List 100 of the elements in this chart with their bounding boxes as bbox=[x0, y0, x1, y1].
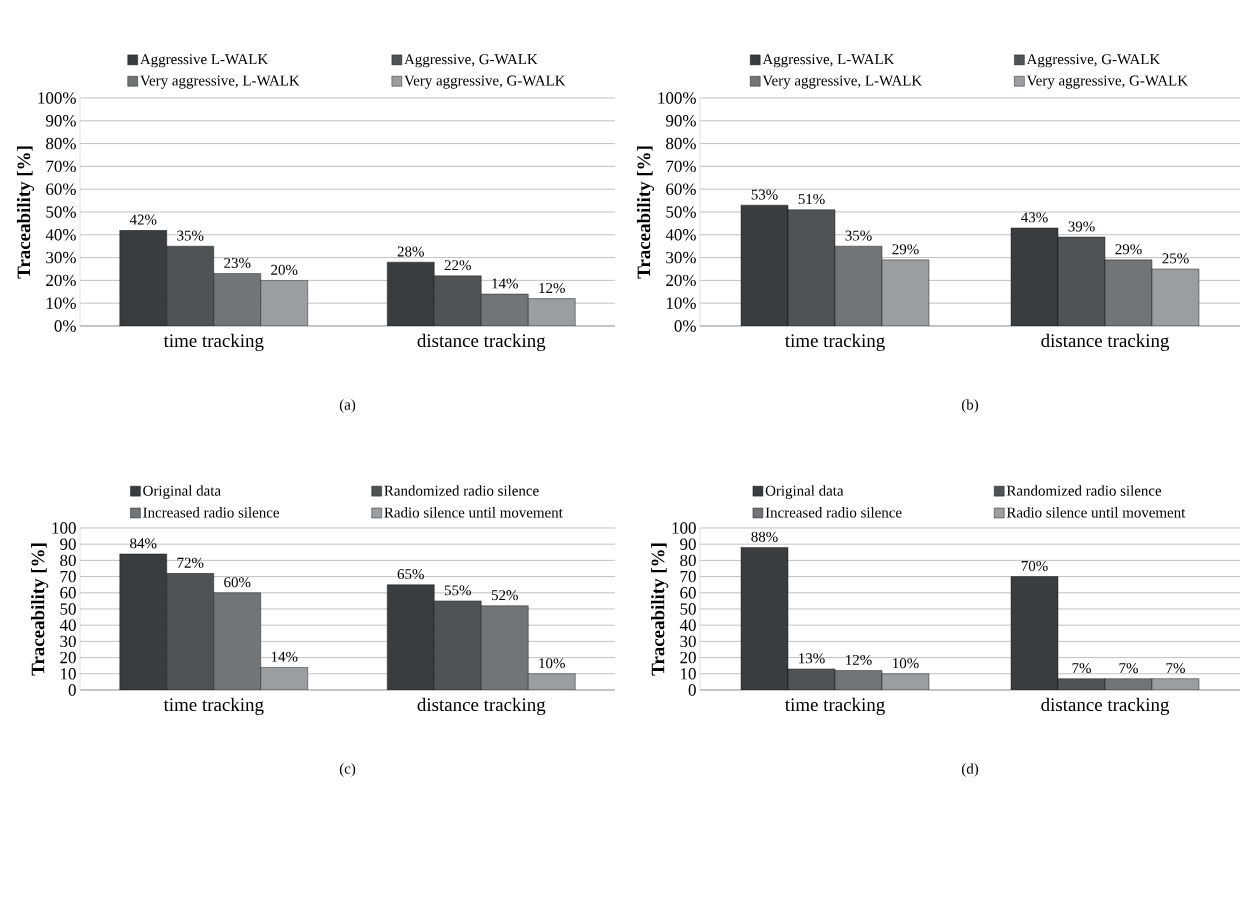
data-label: 25% bbox=[1162, 253, 1189, 264]
y-tick-label: 30 bbox=[680, 635, 696, 648]
y-tick-label: 90% bbox=[666, 115, 696, 127]
y-tick-label: 90% bbox=[45, 115, 76, 127]
data-label: 55% bbox=[444, 585, 471, 596]
data-label: 29% bbox=[892, 244, 919, 255]
data-label: 14% bbox=[492, 278, 518, 289]
data-label: 7% bbox=[1166, 662, 1185, 674]
legend-label: Increased radio silence bbox=[143, 507, 280, 518]
data-label: 43% bbox=[1021, 212, 1048, 223]
data-label: 84% bbox=[130, 538, 157, 549]
legend-label: Aggressive, G-WALK bbox=[1026, 54, 1161, 68]
bar bbox=[1151, 268, 1200, 326]
text: (b) bbox=[961, 399, 979, 413]
y-tick-label: 100% bbox=[658, 92, 696, 104]
y-tick-label: 0% bbox=[674, 320, 696, 332]
y-tick-label: 10% bbox=[46, 297, 76, 309]
data-label: 39% bbox=[1068, 221, 1095, 232]
data-label: 60% bbox=[224, 577, 251, 588]
x-tick-label: distance tracking bbox=[1041, 333, 1170, 351]
legend-label: Radio silence until movement bbox=[1006, 507, 1186, 518]
y-tick-label: 70 bbox=[680, 570, 696, 583]
y-tick-label: 30% bbox=[666, 251, 696, 264]
y-tick-label: 100% bbox=[38, 92, 76, 104]
y-tick-label: 0% bbox=[54, 320, 76, 332]
data-label: 10% bbox=[539, 658, 565, 669]
y-tick-label: 40% bbox=[665, 229, 696, 241]
text: (a) bbox=[339, 399, 356, 413]
y-tick-label: 80 bbox=[60, 554, 76, 567]
y-tick-label: 70% bbox=[666, 160, 696, 173]
data-label: 29% bbox=[1115, 244, 1142, 255]
y-tick-label: 90 bbox=[680, 538, 696, 550]
y-tick-label: 0 bbox=[68, 684, 76, 696]
y-tick-label: 40 bbox=[679, 619, 696, 631]
y-tick-label: 60 bbox=[60, 587, 76, 599]
legend-label: Aggressive, L-WALK bbox=[762, 54, 895, 68]
bar bbox=[1010, 576, 1059, 690]
bar bbox=[740, 547, 789, 690]
y-tick-label: 20% bbox=[666, 274, 696, 287]
bar bbox=[881, 259, 930, 326]
y-tick-label: 30 bbox=[60, 635, 76, 648]
y-tick-label: 80% bbox=[666, 137, 696, 150]
data-label: 72% bbox=[177, 557, 204, 568]
x-tick-label: time tracking bbox=[785, 697, 885, 715]
y-tick-label: 60 bbox=[680, 587, 696, 599]
y-tick-label: 20% bbox=[46, 274, 76, 287]
y-tick-label: 60% bbox=[666, 183, 696, 195]
y-tick-label: 50% bbox=[666, 206, 696, 218]
data-label: 7% bbox=[1072, 662, 1091, 674]
data-label: 52% bbox=[491, 590, 518, 601]
y-tick-label: 70 bbox=[60, 570, 76, 583]
data-label: 22% bbox=[444, 260, 471, 271]
data-label: 20% bbox=[271, 264, 298, 275]
y-tick-label: 50 bbox=[60, 603, 76, 615]
data-label: 35% bbox=[177, 230, 204, 241]
y-tick-label: 10 bbox=[681, 668, 696, 680]
legend-label: Original data bbox=[143, 485, 221, 499]
y-axis-title: Traceability [%] bbox=[651, 543, 669, 676]
data-label: 7% bbox=[1119, 662, 1138, 674]
data-label: 53% bbox=[751, 189, 778, 200]
x-tick-label: distance tracking bbox=[417, 333, 546, 351]
data-label: 51% bbox=[798, 194, 825, 205]
data-label: 65% bbox=[397, 569, 424, 580]
y-tick-label: 10% bbox=[666, 297, 696, 309]
y-tick-label: 40 bbox=[59, 619, 76, 631]
y-tick-label: 70% bbox=[46, 160, 76, 173]
bar bbox=[1010, 227, 1059, 326]
legend-label: Radio silence until movement bbox=[384, 507, 563, 518]
legend-label: Increased radio silence bbox=[765, 507, 902, 518]
y-axis-title: Traceability [%] bbox=[636, 146, 655, 279]
x-tick-label: distance tracking bbox=[1041, 697, 1170, 715]
x-tick-label: time tracking bbox=[163, 333, 264, 351]
data-label: 14% bbox=[271, 651, 298, 662]
legend-label: Very aggressive, L-WALK bbox=[762, 75, 923, 89]
y-tick-label: 20 bbox=[60, 651, 76, 664]
legend-label: Original data bbox=[765, 485, 844, 499]
text: (d) bbox=[961, 763, 979, 777]
y-tick-label: 0 bbox=[688, 684, 696, 696]
text: (c) bbox=[339, 763, 356, 777]
y-tick-label: 80% bbox=[46, 137, 76, 150]
y-tick-label: 100 bbox=[672, 522, 696, 534]
legend-label: Very aggressive, G-WALK bbox=[1026, 75, 1188, 89]
x-tick-label: time tracking bbox=[163, 697, 264, 715]
legend-label: Aggressive L-WALK bbox=[140, 54, 269, 68]
y-tick-label: 20 bbox=[680, 651, 696, 664]
data-label: 10% bbox=[893, 658, 919, 669]
y-tick-label: 30% bbox=[46, 251, 76, 264]
legend-label: Randomized radio silence bbox=[1006, 485, 1162, 496]
data-label: 23% bbox=[224, 257, 251, 269]
data-label: 70% bbox=[1021, 560, 1048, 572]
y-tick-label: 80 bbox=[680, 554, 696, 567]
bar bbox=[740, 204, 789, 326]
data-label: 42% bbox=[129, 214, 157, 225]
y-axis-title: Traceability [%] bbox=[16, 146, 35, 279]
legend-label: Very aggressive, L-WALK bbox=[140, 75, 300, 89]
data-label: 13% bbox=[799, 653, 825, 664]
y-tick-label: 100 bbox=[52, 522, 76, 534]
y-tick-label: 10 bbox=[61, 668, 76, 680]
x-tick-label: distance tracking bbox=[417, 697, 546, 715]
y-tick-label: 90 bbox=[60, 538, 76, 550]
